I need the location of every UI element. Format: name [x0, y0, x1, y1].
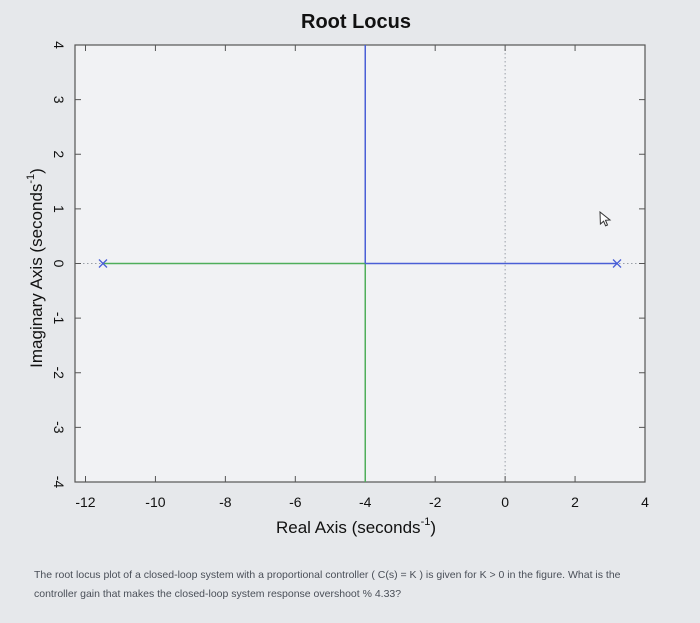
x-axis-label-main: Real Axis (seconds — [276, 518, 421, 537]
y-tick-label: 3 — [51, 96, 67, 104]
y-tick-label: 0 — [51, 260, 67, 268]
locus-branches — [102, 45, 618, 482]
x-tick-label: -12 — [75, 494, 95, 510]
open-loop-poles — [98, 259, 622, 268]
x-tick-label: 4 — [641, 494, 649, 510]
x-tick-label: -10 — [145, 494, 165, 510]
pole-marker — [612, 259, 622, 268]
x-tick-label: -6 — [289, 494, 302, 510]
y-tick-labels: 4 3 2 1 0 -1 -2 -3 -4 — [51, 41, 67, 488]
question-text: The root locus plot of a closed-loop sys… — [34, 566, 698, 604]
y-tick-label: -2 — [51, 367, 67, 380]
x-axis-label: Real Axis (seconds-1) — [276, 516, 436, 537]
pole-marker — [98, 259, 108, 268]
x-tick-label: 2 — [571, 494, 579, 510]
x-tick-label: -2 — [429, 494, 442, 510]
y-axis-label: Imaginary Axis (seconds-1) — [25, 168, 46, 368]
question-line-2: controller gain that makes the closed-lo… — [34, 588, 402, 600]
x-axis-label-tail: ) — [430, 518, 436, 537]
y-axis-label-main: Imaginary Axis (seconds — [27, 184, 46, 368]
y-tick-label: -3 — [51, 421, 67, 434]
y-tick-label: 4 — [51, 41, 67, 49]
chart-title: Root Locus — [301, 11, 411, 33]
mouse-pointer-icon — [599, 211, 612, 227]
root-locus-chart: Root Locus -12 -10 -8 -6 -4 -2 0 2 4 4 3 2 1 0 -1 -2 -3… — [25, 11, 649, 537]
x-axis-label-superscript: -1 — [421, 516, 431, 528]
x-tick-label: -8 — [219, 494, 232, 510]
question-line-1: The root locus plot of a closed-loop sys… — [34, 569, 621, 581]
x-tick-label: 0 — [501, 494, 509, 510]
y-tick-label: 1 — [51, 205, 67, 213]
y-tick-label: 2 — [51, 150, 67, 158]
x-tick-label: -4 — [359, 494, 372, 510]
y-tick-label: -1 — [51, 312, 67, 325]
y-tick-label: -4 — [51, 476, 67, 489]
x-tick-labels: -12 -10 -8 -6 -4 -2 0 2 4 — [75, 494, 649, 510]
y-axis-label-tail: ) — [27, 168, 46, 174]
y-axis-label-superscript: -1 — [25, 174, 37, 184]
